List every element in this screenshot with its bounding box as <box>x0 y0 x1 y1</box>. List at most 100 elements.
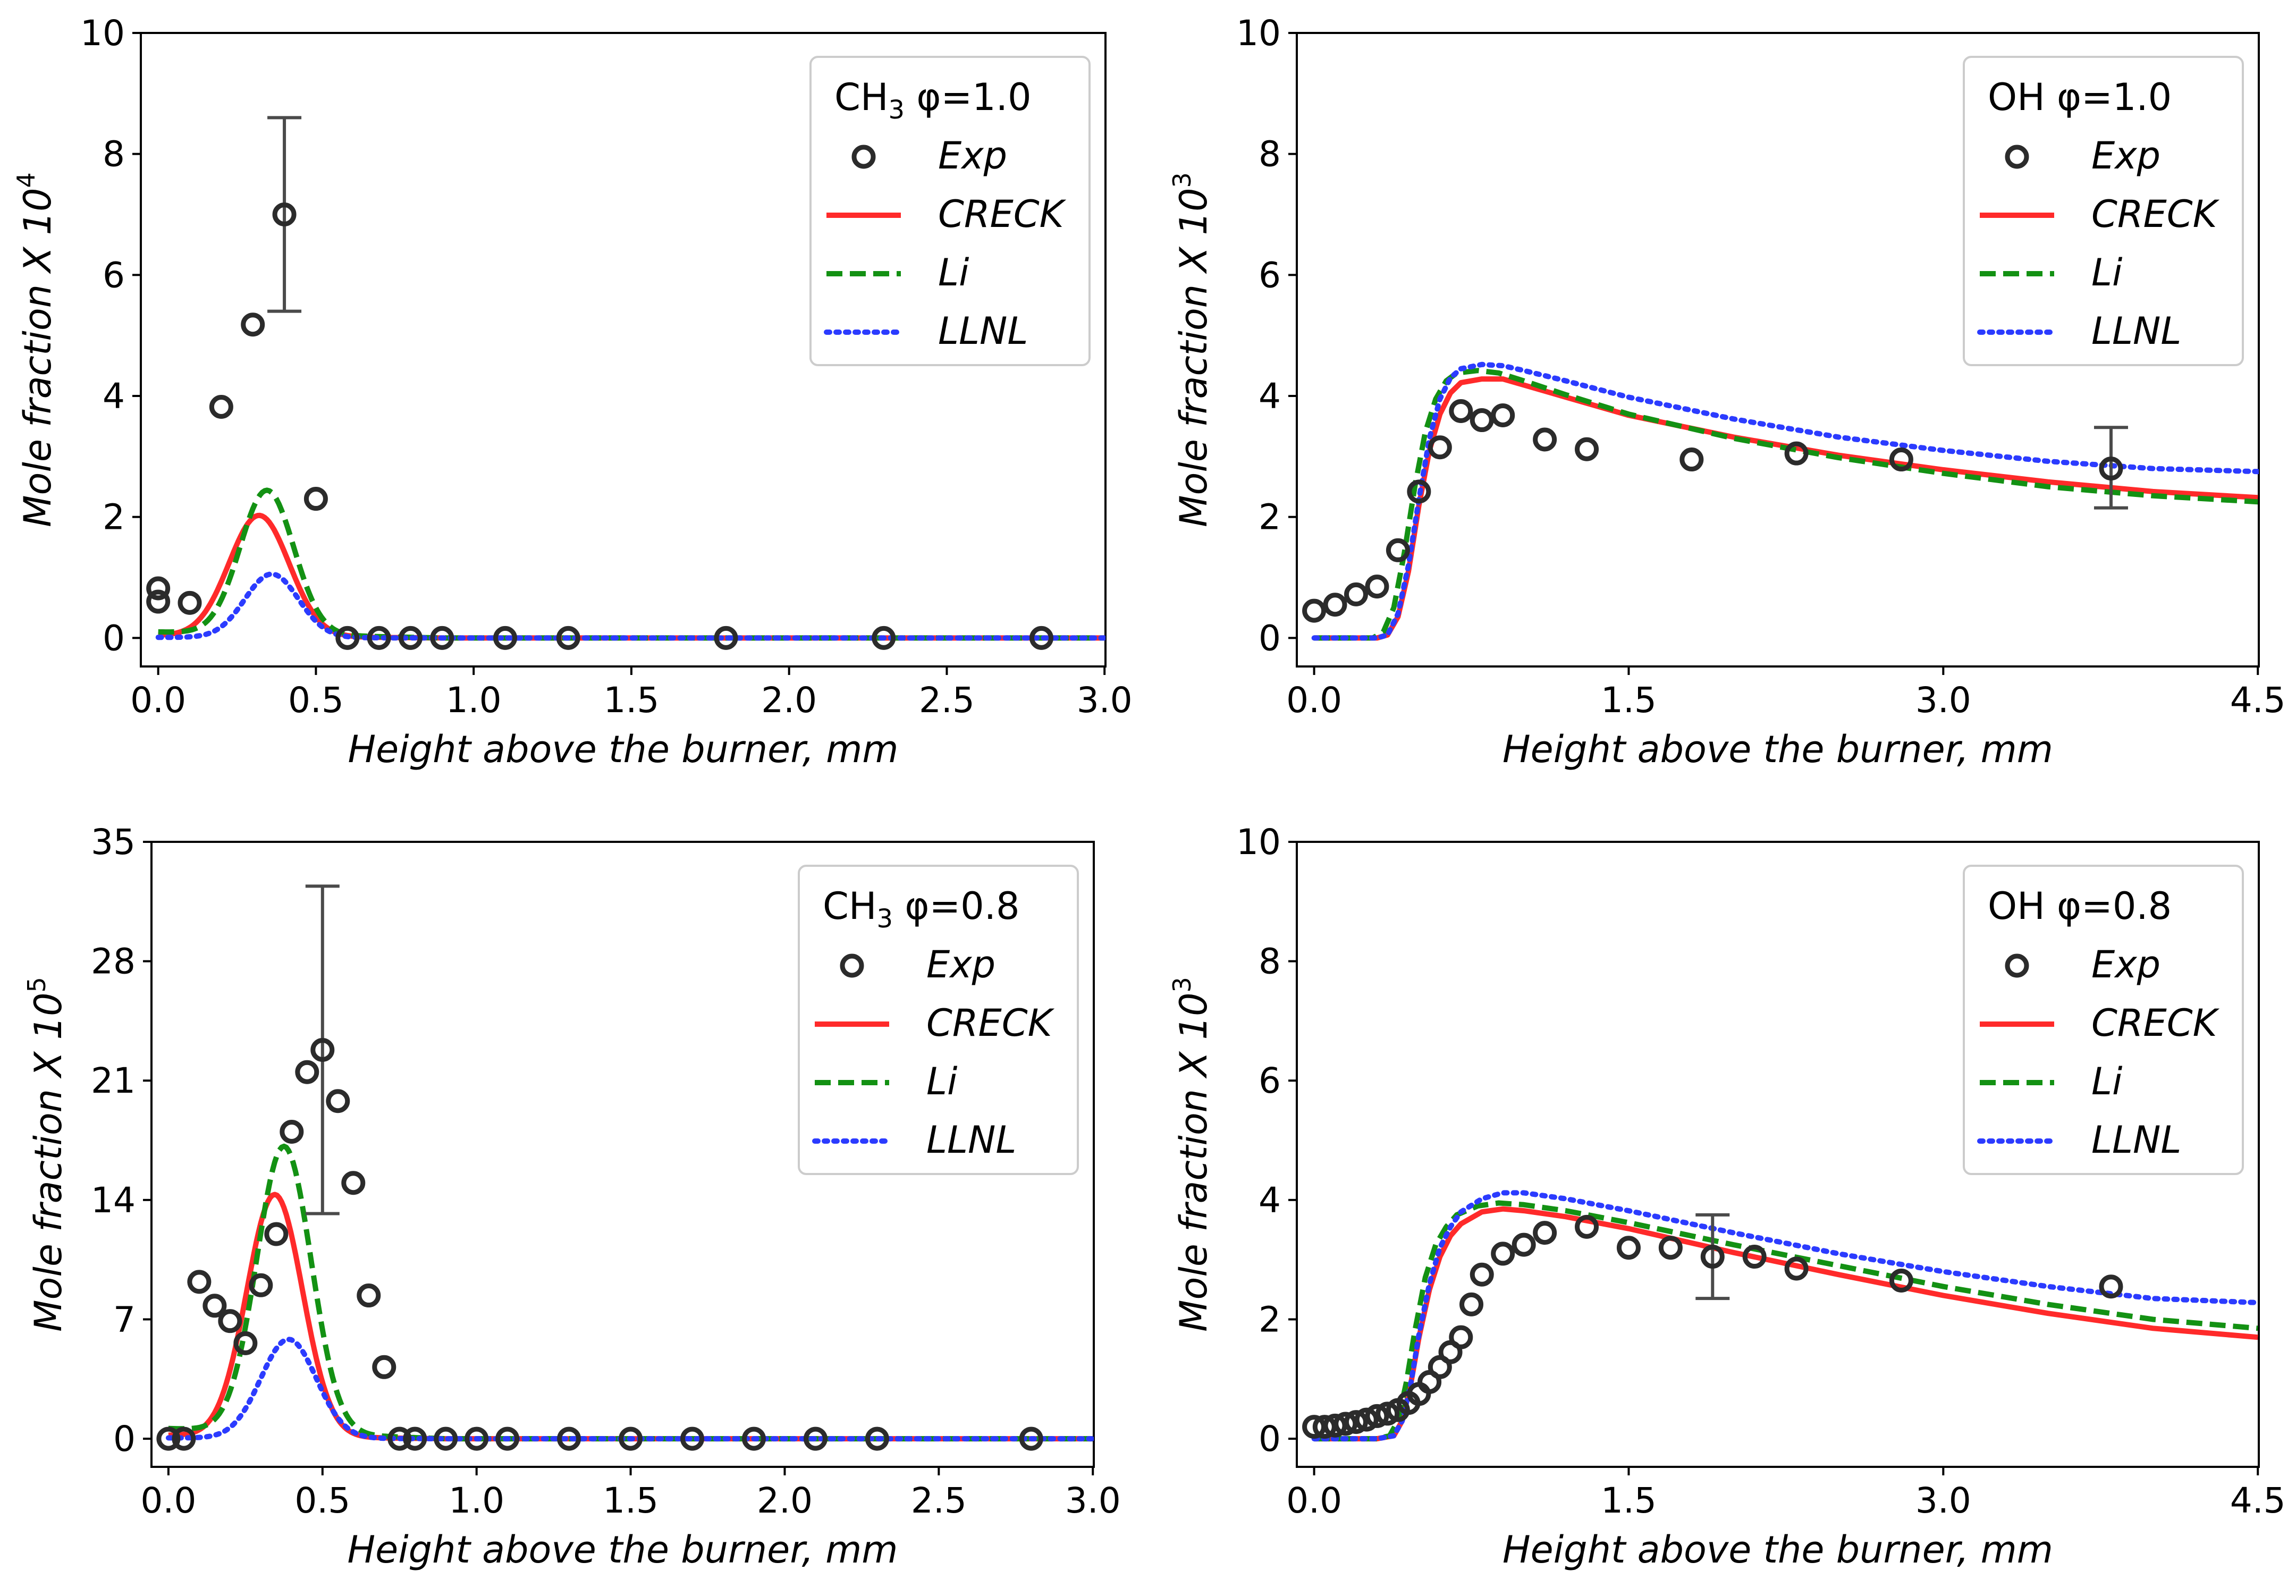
exp-point <box>1365 575 1389 599</box>
exp-point <box>1679 447 1704 472</box>
exp-point <box>1889 1268 1913 1293</box>
exp-point <box>1784 441 1809 466</box>
legend-label-creck: CRECK <box>926 1001 1055 1045</box>
y-axis-label-text: Mole fraction X 10 <box>27 992 70 1331</box>
exp-point <box>1470 1262 1494 1287</box>
legend-label-llnl: LLNL <box>926 1118 1016 1162</box>
legend-label-exp: Exp <box>2091 134 2160 178</box>
y-axis-label-exponent: 5 <box>22 977 51 992</box>
exp-point <box>1333 1412 1358 1436</box>
y-axis-label-text: Mole fraction X 10 <box>16 188 60 527</box>
exp-point <box>1344 1410 1368 1434</box>
series-line-llnl <box>165 1337 1094 1442</box>
plot-frame <box>150 841 1095 1468</box>
legend: CH3 φ=0.8 Exp CRECK Li LLNL <box>798 865 1079 1175</box>
exp-point <box>156 1426 181 1451</box>
y-axis-label: Mole fraction X 105 <box>22 977 70 1332</box>
plot-frame <box>1296 32 2260 668</box>
panel-top-right: 0.0 1.5 3.0 4.5 0 2 4 6 8 10 Height above the burn… <box>1168 13 2286 771</box>
x-tick-label: 0.0 <box>140 1480 196 1521</box>
y-tick-label: 10 <box>1236 13 1281 54</box>
x-axis-label: Height above the burner, mm <box>1502 1528 2053 1572</box>
plot-frame <box>140 32 1107 668</box>
exp-point <box>310 1037 335 1062</box>
panel-bottom-right: 0.0 1.5 3.0 4.5 0 2 4 6 8 10 Height above the burn… <box>1168 822 2286 1572</box>
exp-point <box>865 1426 889 1451</box>
y-axis-label-text: Mole fraction X 10 <box>1172 188 1215 527</box>
exp-point <box>430 626 454 650</box>
exp-point <box>272 202 297 227</box>
x-tick-label: 1.0 <box>449 1480 504 1521</box>
curves <box>165 1143 1094 1442</box>
exp-point <box>387 1426 412 1451</box>
exp-point <box>465 1426 489 1451</box>
x-tick-label: 2.5 <box>919 680 975 721</box>
y-tick-label: 4 <box>1259 1180 1281 1221</box>
x-tick-label: 4.5 <box>2230 680 2286 721</box>
exp-point <box>1323 593 1347 617</box>
exp-point <box>372 1355 396 1379</box>
legend-label-creck: CRECK <box>938 192 1067 236</box>
plot-frame <box>1296 841 2260 1468</box>
exp-point <box>714 626 738 650</box>
exp-point <box>1459 1292 1484 1316</box>
y-tick-label: 2 <box>1259 497 1281 538</box>
y-tick-label: 7 <box>113 1299 136 1340</box>
exp-point <box>1375 1401 1400 1426</box>
exp-point <box>209 395 233 419</box>
exp-point <box>357 1283 381 1308</box>
legend-title: CH3 φ=0.8 <box>823 884 1019 934</box>
exp-point <box>1784 1256 1809 1281</box>
legend-label-exp: Exp <box>926 943 995 986</box>
legend-label-exp: Exp <box>2091 943 2160 986</box>
x-tick-label: 1.5 <box>1601 680 1657 721</box>
exp-point <box>619 1426 643 1451</box>
y-tick-label: 0 <box>1259 1418 1281 1459</box>
y-tick-label: 0 <box>103 618 125 658</box>
curves <box>155 487 1105 641</box>
x-tick-label: 0.5 <box>288 680 344 721</box>
exp-point <box>2099 457 2123 481</box>
y-tick-label: 2 <box>103 497 125 538</box>
legend: CH3 φ=1.0 Exp CRECK Li LLNL <box>809 56 1091 366</box>
legend-condition: φ=0.8 <box>905 884 1019 928</box>
exp-point <box>1407 479 1431 504</box>
legend-label-llnl: LLNL <box>2091 309 2181 353</box>
x-tick-label: 0.0 <box>1286 680 1342 721</box>
legend-box <box>809 56 1091 366</box>
x-axis-label: Height above the burner, mm <box>348 728 899 771</box>
legend-label-llnl: LLNL <box>2091 1118 2181 1162</box>
x-tick-label: 4.5 <box>2230 1480 2286 1521</box>
exp-point <box>187 1270 212 1294</box>
legend-box <box>1963 865 2244 1175</box>
exp-point <box>1491 1242 1515 1266</box>
exp-point <box>249 1273 273 1297</box>
legend-species: OH <box>1988 75 2045 119</box>
x-tick-label: 1.5 <box>603 1480 659 1521</box>
y-tick-label: 8 <box>1259 941 1281 982</box>
exp-point <box>680 1426 705 1451</box>
exp-point <box>1658 1236 1683 1260</box>
exp-point <box>1354 1407 1379 1432</box>
legend-label-li: Li <box>926 1060 958 1103</box>
exp-point <box>495 1426 520 1451</box>
y-tick-label: 2 <box>1259 1299 1281 1340</box>
y-tick-label: 6 <box>1259 1060 1281 1101</box>
exp-point <box>2099 1274 2123 1299</box>
x-tick-label: 0.5 <box>294 1480 350 1521</box>
exp-point <box>403 1426 427 1451</box>
legend-spacer <box>2045 884 2057 928</box>
exp-point <box>872 626 896 650</box>
x-tick-label: 0.0 <box>1286 1480 1342 1521</box>
series-line-li <box>168 1143 1093 1442</box>
x-tick-label: 3.0 <box>1915 1480 1971 1521</box>
exp-point <box>1575 437 1599 461</box>
legend: OH φ=0.8 Exp CRECK Li LLNL <box>1963 865 2244 1175</box>
exp-point <box>1575 1214 1599 1239</box>
series-line-creck <box>158 512 1105 641</box>
legend-title: OH φ=0.8 <box>1988 884 2172 928</box>
y-tick-label: 4 <box>103 376 125 417</box>
exp-point <box>295 1060 319 1084</box>
